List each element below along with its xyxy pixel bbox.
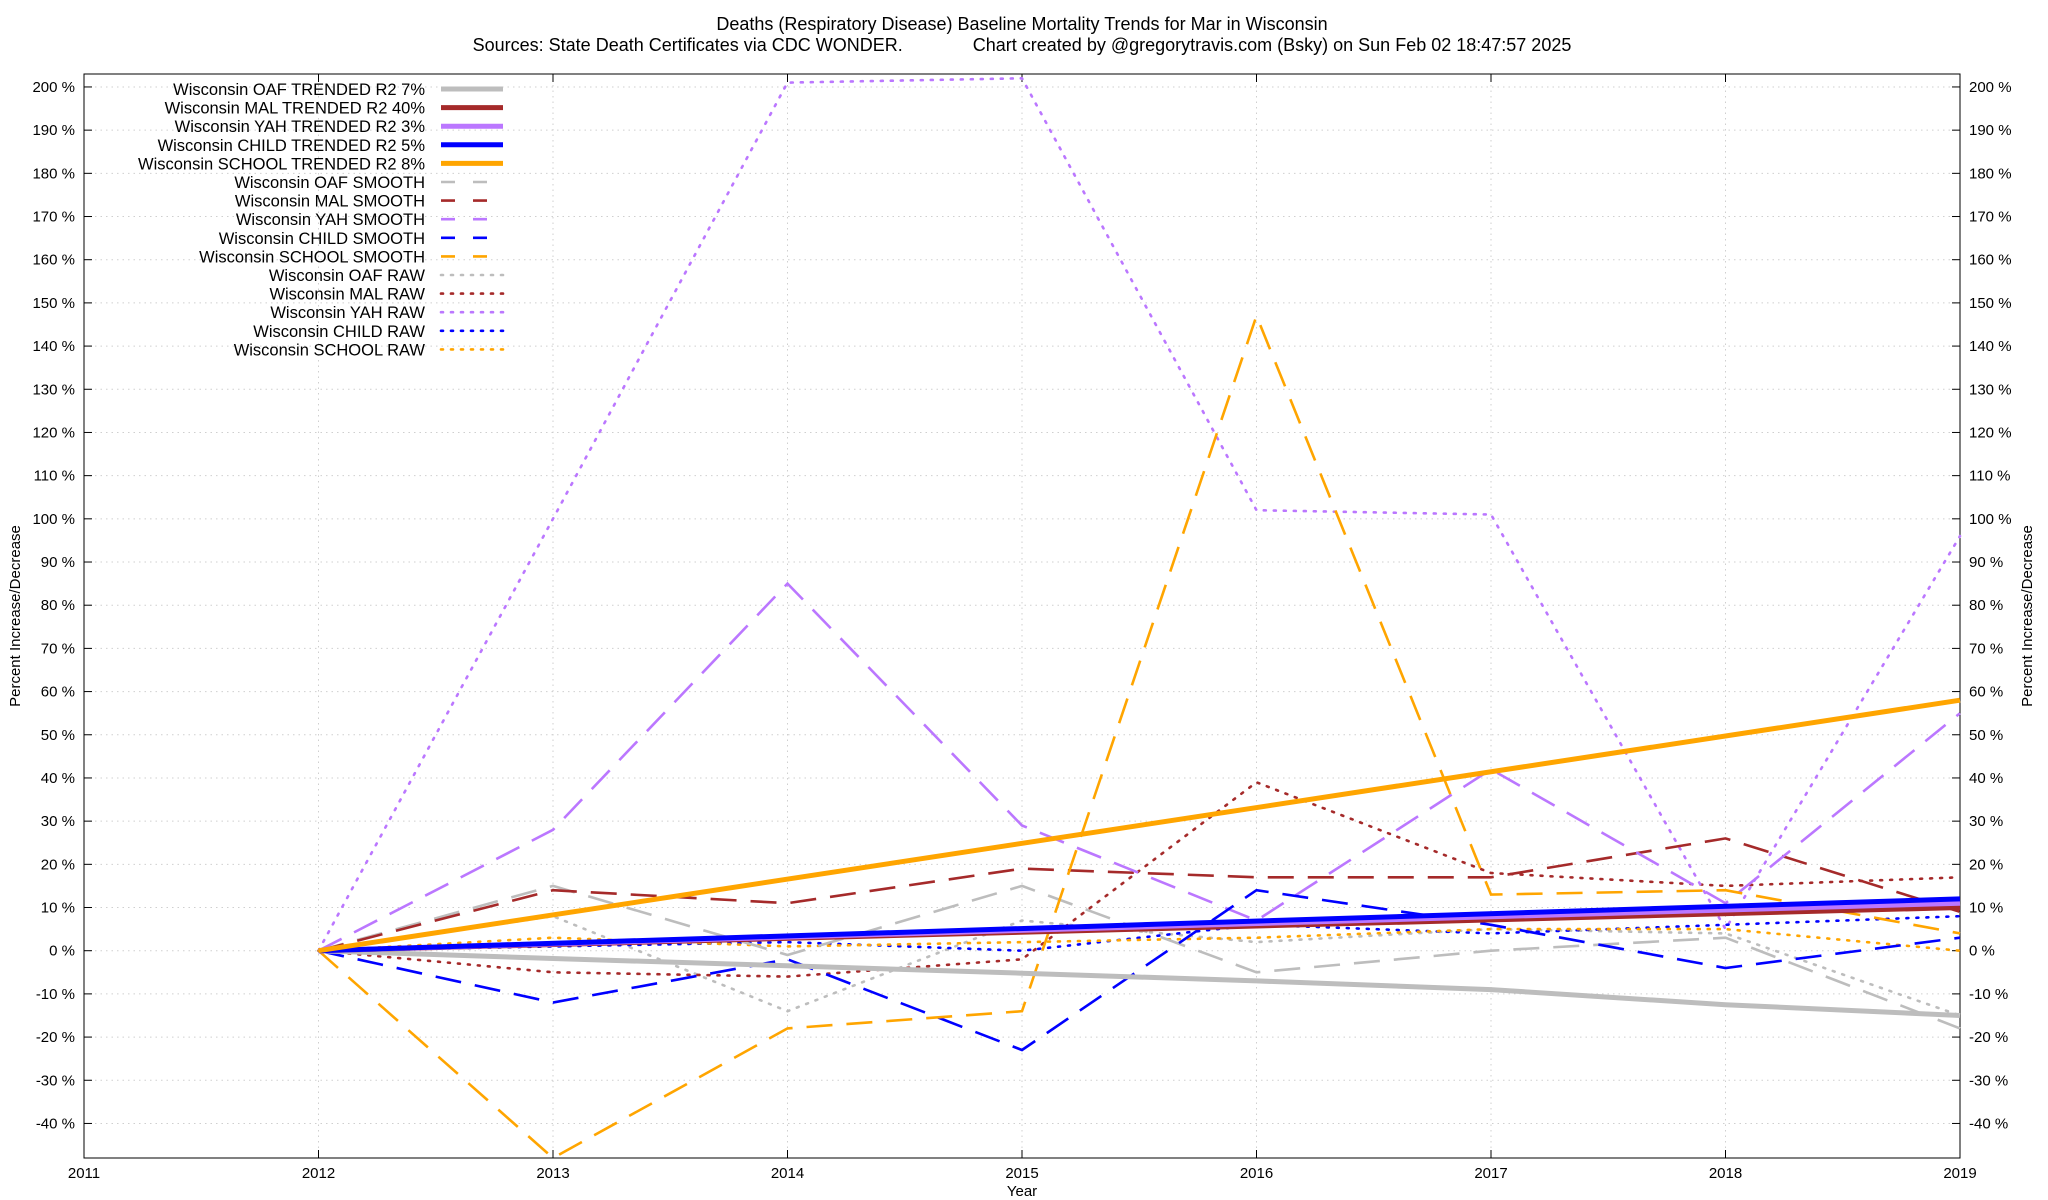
y-tick-label: 20 % xyxy=(41,856,75,873)
x-axis-label: Year xyxy=(1007,1183,1037,1200)
y-tick-label: 0 % xyxy=(1969,943,1995,960)
y-tick-label: 200 % xyxy=(32,79,75,96)
y-tick-label: 120 % xyxy=(1969,424,2012,441)
y-tick-label: 50 % xyxy=(41,727,75,744)
y-axis-left: -40 % -30 % -20 % -10 % 0 % 10 % 20 % 30 % 40 % 5… xyxy=(32,79,92,1132)
y-tick-label: 170 % xyxy=(32,209,75,226)
x-tick-label: 2017 xyxy=(1474,1165,1507,1182)
y-tick-label: 40 % xyxy=(41,770,75,787)
x-axis: 2011 2012 2013 2014 2015 2016 2017 2018 2019 xyxy=(68,74,1977,1182)
x-tick-label: 2011 xyxy=(68,1165,100,1182)
x-tick-label: 2013 xyxy=(536,1165,569,1182)
legend-label: Wisconsin SCHOOL TRENDED R2 8% xyxy=(138,155,425,173)
y-tick-label: 60 % xyxy=(41,684,75,701)
y-tick-label: 40 % xyxy=(1969,770,2003,787)
series-line-wisconsin-school-raw xyxy=(317,927,1962,953)
series-line-wisconsin-child-trended-r2 xyxy=(318,896,1961,954)
y-tick-label: 70 % xyxy=(41,640,75,657)
y-tick-label: 90 % xyxy=(41,554,75,571)
series-line-wisconsin-school-trended-r2 xyxy=(318,697,1961,954)
y-tick-label: 60 % xyxy=(1969,684,2003,701)
y-tick-label: 160 % xyxy=(32,252,75,269)
legend: Wisconsin OAF TRENDED R2 7%Wisconsin MAL… xyxy=(138,81,505,359)
y-tick-label: 120 % xyxy=(32,424,75,441)
y-axis-right: -40 % -30 % -20 % -10 % 0 % 10 % 20 % 30 % 40 % 5… xyxy=(1952,79,2012,1132)
legend-label: Wisconsin OAF TRENDED R2 7% xyxy=(173,81,425,99)
y-tick-label: 70 % xyxy=(1969,640,2003,657)
y-tick-label: -30 % xyxy=(1969,1072,2008,1089)
legend-label: Wisconsin OAF RAW xyxy=(269,267,426,285)
y-tick-label: 100 % xyxy=(1969,511,2012,528)
legend-label: Wisconsin CHILD SMOOTH xyxy=(219,230,425,248)
y-tick-label: 20 % xyxy=(1969,856,2003,873)
y-tick-label: 170 % xyxy=(1969,209,2012,226)
legend-label: Wisconsin SCHOOL SMOOTH xyxy=(199,248,425,266)
y-tick-label: 130 % xyxy=(1969,381,2012,398)
y-tick-label: -40 % xyxy=(36,1115,75,1132)
legend-label: Wisconsin OAF SMOOTH xyxy=(234,174,425,192)
legend-label: Wisconsin MAL SMOOTH xyxy=(235,193,425,211)
series-line-wisconsin-child-smooth xyxy=(318,888,1961,1052)
series-line-wisconsin-oaf-trended-r2 xyxy=(318,948,1961,1018)
legend-label: Wisconsin YAH TRENDED R2 3% xyxy=(175,118,426,136)
y-tick-label: 90 % xyxy=(1969,554,2003,571)
chart-title: Deaths (Respiratory Disease) Baseline Mo… xyxy=(716,14,1327,34)
series-layer xyxy=(317,76,1962,1160)
y-tick-label: -40 % xyxy=(1969,1115,2008,1132)
y-tick-label: -20 % xyxy=(1969,1029,2008,1046)
y-tick-label: 180 % xyxy=(1969,165,2012,182)
y-tick-label: 140 % xyxy=(32,338,75,355)
y-axis-label-right: Percent Increase/Decrease xyxy=(2019,525,2036,707)
x-tick-label: 2012 xyxy=(302,1165,335,1182)
y-tick-label: 190 % xyxy=(1969,122,2012,139)
y-tick-label: 30 % xyxy=(1969,813,2003,830)
legend-label: Wisconsin CHILD RAW xyxy=(253,323,425,341)
legend-label: Wisconsin YAH SMOOTH xyxy=(236,211,425,229)
y-tick-label: 110 % xyxy=(34,468,75,485)
y-tick-label: 130 % xyxy=(32,381,75,398)
x-tick-label: 2019 xyxy=(1943,1165,1976,1182)
x-tick-label: 2015 xyxy=(1005,1165,1038,1182)
y-tick-label: 30 % xyxy=(41,813,75,830)
y-tick-label: 50 % xyxy=(1969,727,2003,744)
y-tick-label: 0 % xyxy=(49,943,75,960)
y-tick-label: -30 % xyxy=(36,1072,75,1089)
y-tick-label: 180 % xyxy=(32,165,75,182)
chart-subtitle: Sources: State Death Certificates via CD… xyxy=(473,35,1572,55)
y-tick-label: 10 % xyxy=(1969,900,2003,917)
x-tick-label: 2016 xyxy=(1240,1165,1273,1182)
series-line-wisconsin-yah-smooth xyxy=(317,581,1961,952)
series-line-wisconsin-school-smooth xyxy=(317,312,1961,1160)
y-axis-label-left: Percent Increase/Decrease xyxy=(7,525,24,707)
legend-label: Wisconsin YAH RAW xyxy=(270,304,425,322)
y-tick-label: -10 % xyxy=(36,986,75,1003)
y-tick-label: 110 % xyxy=(1969,468,2010,485)
legend-label: Wisconsin SCHOOL RAW xyxy=(234,341,426,359)
y-tick-label: 160 % xyxy=(1969,252,2012,269)
y-tick-label: 140 % xyxy=(1969,338,2012,355)
y-tick-label: 100 % xyxy=(32,511,75,528)
legend-label: Wisconsin MAL TRENDED R2 40% xyxy=(165,100,426,118)
series-line-wisconsin-mal-smooth xyxy=(318,837,1961,952)
series-line-wisconsin-mal-raw xyxy=(317,780,1962,978)
legend-label: Wisconsin CHILD TRENDED R2 5% xyxy=(158,137,426,155)
y-tick-label: 10 % xyxy=(41,900,75,917)
x-tick-label: 2014 xyxy=(771,1165,804,1182)
y-tick-label: 200 % xyxy=(1969,79,2012,96)
x-tick-label: 2018 xyxy=(1709,1165,1742,1182)
y-tick-label: 80 % xyxy=(1969,597,2003,614)
series-line-wisconsin-yah-raw xyxy=(317,76,1962,953)
legend-label: Wisconsin MAL RAW xyxy=(269,286,425,304)
y-tick-label: -20 % xyxy=(36,1029,75,1046)
y-tick-label: 150 % xyxy=(32,295,75,312)
y-tick-label: 150 % xyxy=(1969,295,2012,312)
y-tick-label: 190 % xyxy=(32,122,75,139)
y-tick-label: -10 % xyxy=(1969,986,2008,1003)
y-tick-label: 80 % xyxy=(41,597,75,614)
series-line-wisconsin-child-raw xyxy=(317,914,1962,953)
